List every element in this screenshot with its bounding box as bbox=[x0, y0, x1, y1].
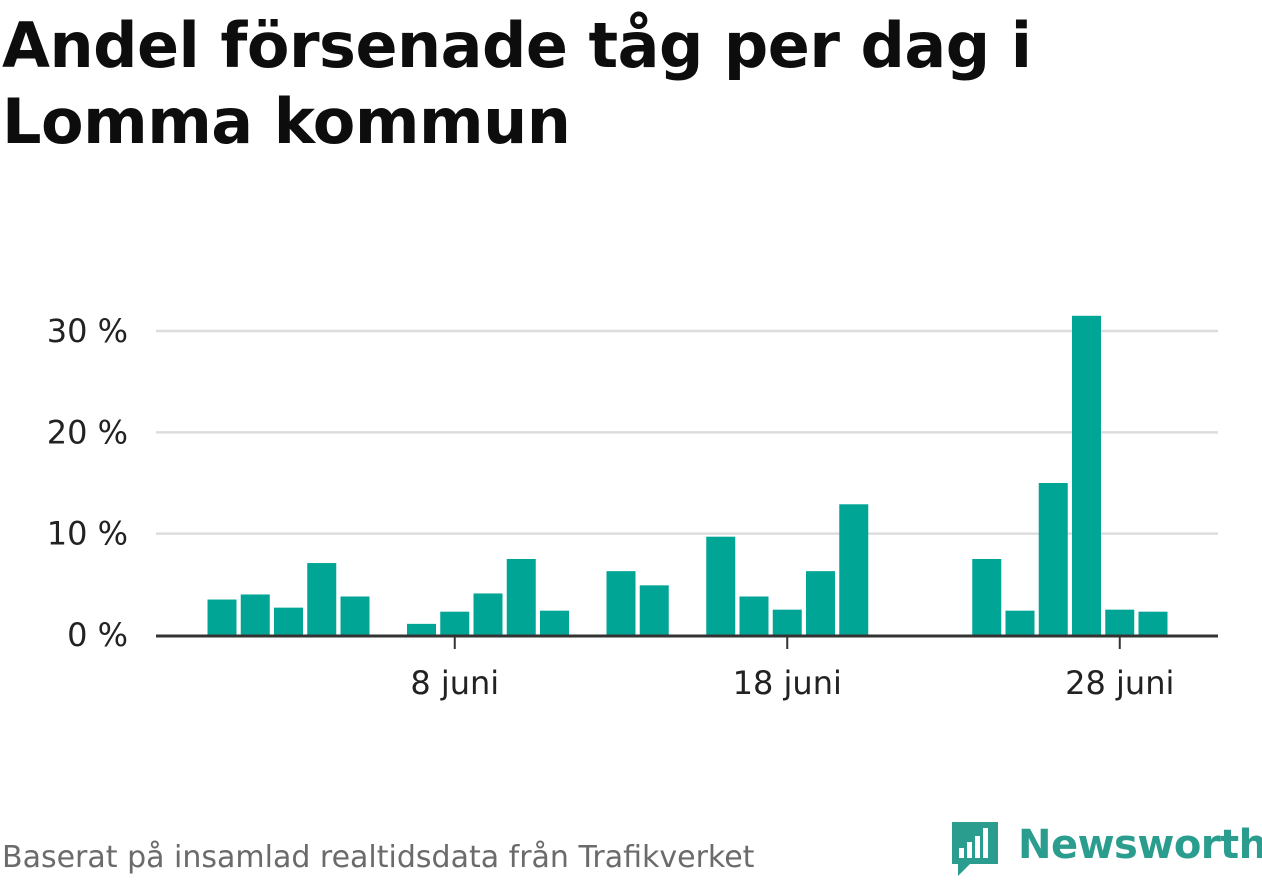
bar bbox=[839, 504, 869, 635]
bar bbox=[506, 559, 536, 635]
bar bbox=[1005, 610, 1035, 635]
bar bbox=[240, 594, 270, 635]
chart-title: Andel försenade tåg per dag i Lomma komm… bbox=[2, 9, 1032, 158]
bar bbox=[806, 571, 835, 635]
bar bbox=[440, 611, 470, 635]
y-tick-label: 30 % bbox=[47, 312, 128, 350]
newsworthy-logo: Newsworthy bbox=[950, 818, 1262, 880]
bar bbox=[473, 593, 503, 635]
bar bbox=[706, 536, 736, 635]
x-axis: 8 juni 18 juni 28 juni bbox=[156, 634, 1218, 702]
y-axis-labels: 0 % 10 % 20 % 30 % bbox=[47, 312, 128, 654]
y-tick-label: 20 % bbox=[47, 413, 128, 451]
bar bbox=[606, 571, 636, 635]
brand-name: Newsworthy bbox=[1018, 822, 1262, 868]
bar bbox=[1138, 611, 1168, 635]
y-tick-label: 0 % bbox=[67, 616, 128, 654]
bar bbox=[207, 599, 237, 635]
x-tick-label: 18 juni bbox=[733, 664, 842, 702]
bar bbox=[1072, 315, 1101, 635]
x-tick-label: 8 juni bbox=[410, 664, 499, 702]
bar bbox=[1038, 483, 1068, 635]
newsworthy-logo-icon bbox=[952, 822, 998, 876]
bar bbox=[540, 610, 569, 635]
bar bbox=[972, 559, 1002, 635]
y-tick-label: 10 % bbox=[47, 515, 128, 553]
bar bbox=[1105, 609, 1135, 635]
bars bbox=[207, 315, 1168, 635]
bar bbox=[307, 563, 337, 635]
source-note: Baserat på insamlad realtidsdata från Tr… bbox=[2, 840, 755, 875]
bar bbox=[772, 609, 802, 635]
bar bbox=[274, 607, 303, 635]
bar bbox=[639, 585, 669, 635]
bar bbox=[340, 596, 370, 635]
bar bbox=[739, 596, 769, 635]
bar bbox=[407, 623, 436, 635]
x-tick-label: 28 juni bbox=[1065, 664, 1174, 702]
